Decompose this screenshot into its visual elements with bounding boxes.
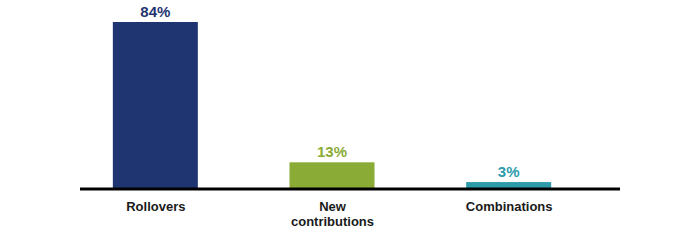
tick-label: Combinations: [466, 199, 553, 214]
data-label: 13%: [317, 143, 347, 160]
tick: Combinations: [466, 199, 553, 214]
data-label: 84%: [140, 3, 170, 20]
data-labels: 84% 13% 3%: [140, 3, 519, 180]
bar: [466, 182, 551, 188]
tick: Newcontributions: [291, 199, 374, 229]
tick: Rollovers: [126, 199, 185, 214]
chart: 84% 13% 3% Rollovers Newcontributions Combina…: [0, 0, 700, 240]
x-axis: Rollovers Newcontributions Combinations: [126, 199, 552, 229]
bar: [113, 22, 198, 188]
data-label: 3%: [498, 163, 520, 180]
bars: [113, 22, 551, 188]
bar: [290, 162, 375, 188]
tick-label: Newcontributions: [291, 199, 374, 229]
baseline: [80, 188, 620, 191]
tick-label: Rollovers: [126, 199, 185, 214]
